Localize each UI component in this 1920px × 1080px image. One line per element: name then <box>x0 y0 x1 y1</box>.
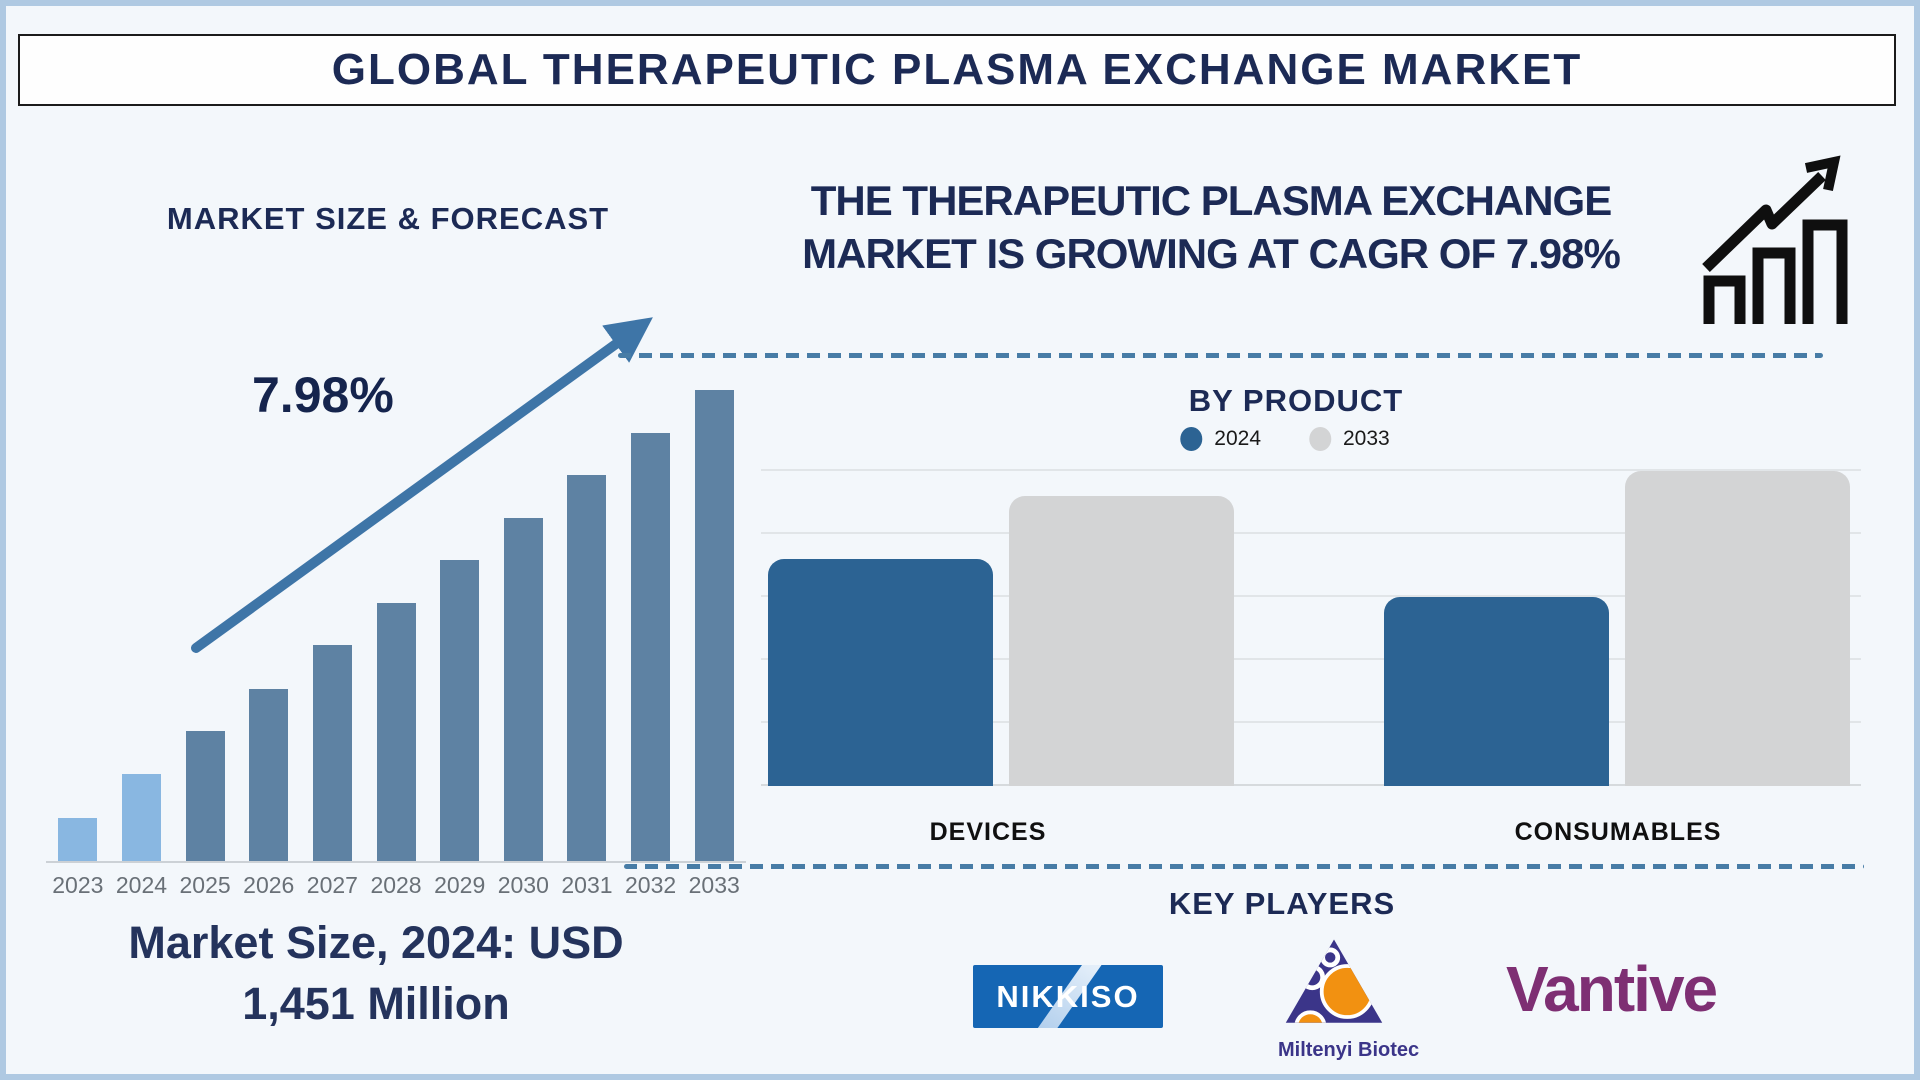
gridline <box>761 595 1861 597</box>
bar-column-2024 <box>110 390 174 861</box>
market-size-forecast-bars <box>46 390 746 863</box>
gridline <box>761 469 1861 471</box>
forecast-bar-2030 <box>503 518 543 861</box>
year-label-2027: 2027 <box>306 872 358 898</box>
forecast-bar-2033 <box>694 390 734 861</box>
by-product-legend: 2024 2033 <box>1180 427 1390 451</box>
gridline <box>761 532 1861 534</box>
by-product-title: BY PRODUCT <box>1188 383 1404 418</box>
bar-column-2026 <box>237 390 301 861</box>
forecast-bar-2028 <box>376 602 416 861</box>
title-box: GLOBAL THERAPEUTIC PLASMA EXCHANGE MARKE… <box>18 34 1896 106</box>
year-label-2029: 2029 <box>434 872 486 898</box>
cagr-headline: THE THERAPEUTIC PLASMA EXCHANGE MARKET I… <box>751 174 1671 280</box>
bar-column-2033 <box>682 390 746 861</box>
gridline <box>761 784 1861 786</box>
year-label-2025: 2025 <box>179 872 231 898</box>
bar-group-consumables <box>1384 471 1850 786</box>
year-label-2032: 2032 <box>625 872 677 898</box>
legend-item-2024: 2024 <box>1180 427 1261 451</box>
bar-consumables-2024 <box>1384 597 1609 786</box>
key-players-title: KEY PLAYERS <box>1168 886 1396 921</box>
dashed-divider-bottom <box>624 864 1864 869</box>
legend-dot-2024 <box>1180 427 1203 451</box>
forecast-bar-2029 <box>440 560 480 861</box>
market-size-caption-line1: Market Size, 2024: USD <box>128 917 624 968</box>
bar-devices-2024 <box>768 559 993 786</box>
forecast-bar-2031 <box>567 475 607 861</box>
bar-consumables-2033 <box>1625 471 1850 786</box>
year-label-2028: 2028 <box>370 872 422 898</box>
vantive-logo: Vantive <box>1506 953 1718 1025</box>
bar-column-2030 <box>491 390 555 861</box>
forecast-bar-2024 <box>121 773 161 861</box>
miltenyi-biotec-logo: Miltenyi Biotec <box>1278 936 1420 1062</box>
miltenyi-triangle-icon <box>1285 939 1383 1023</box>
forecast-bar-2026 <box>249 689 289 861</box>
year-label-2033: 2033 <box>688 872 740 898</box>
bar-column-2025 <box>173 390 237 861</box>
market-size-caption: Market Size, 2024: USD 1,451 Million <box>11 912 741 1034</box>
year-label-2030: 2030 <box>497 872 549 898</box>
cagr-headline-line2: MARKET IS GROWING AT CAGR OF 7.98% <box>802 230 1621 277</box>
miltenyi-wordmark: Miltenyi Biotec <box>1278 1039 1420 1061</box>
nikkiso-logo: NIKKISO <box>973 965 1163 1028</box>
category-label-devices: DEVICES <box>929 818 1047 846</box>
bar-devices-2033 <box>1009 496 1234 786</box>
gridline <box>761 721 1861 723</box>
category-label-consumables: CONSUMABLES <box>1514 818 1722 846</box>
bar-column-2028 <box>364 390 428 861</box>
growth-chart-icon <box>1702 155 1848 324</box>
year-label-2023: 2023 <box>52 872 104 898</box>
bar-group-devices <box>768 471 1234 786</box>
cagr-headline-line1: THE THERAPEUTIC PLASMA EXCHANGE <box>810 177 1613 224</box>
legend-label-2024: 2024 <box>1214 427 1261 450</box>
bar-column-2029 <box>428 390 492 861</box>
dashed-divider-top <box>618 353 1823 358</box>
page-title: GLOBAL THERAPEUTIC PLASMA EXCHANGE MARKE… <box>331 45 1583 94</box>
legend-label-2033: 2033 <box>1343 427 1390 450</box>
bar-column-2023 <box>46 390 110 861</box>
year-label-2026: 2026 <box>243 872 295 898</box>
bar-column-2031 <box>555 390 619 861</box>
market-size-caption-line2: 1,451 Million <box>242 978 510 1029</box>
gridline <box>761 658 1861 660</box>
year-label-2024: 2024 <box>115 872 168 898</box>
forecast-bar-2025 <box>185 731 225 861</box>
market-size-forecast-heading: MARKET SIZE & FORECAST <box>166 201 610 236</box>
legend-item-2033: 2033 <box>1309 427 1390 451</box>
legend-dot-2033 <box>1309 427 1331 451</box>
forecast-bar-2027 <box>312 644 352 861</box>
bar-column-2027 <box>301 390 365 861</box>
forecast-bar-2023 <box>58 818 98 861</box>
bar-column-2032 <box>619 390 683 861</box>
by-product-plot <box>761 469 1861 786</box>
market-size-forecast-labels: 2023 2024 2025 2026 2027 2028 2029 2030 2031 2032… <box>46 872 746 899</box>
forecast-bar-2032 <box>631 432 671 861</box>
nikkiso-wordmark: NIKKISO <box>996 978 1140 1014</box>
year-label-2031: 2031 <box>561 872 613 898</box>
